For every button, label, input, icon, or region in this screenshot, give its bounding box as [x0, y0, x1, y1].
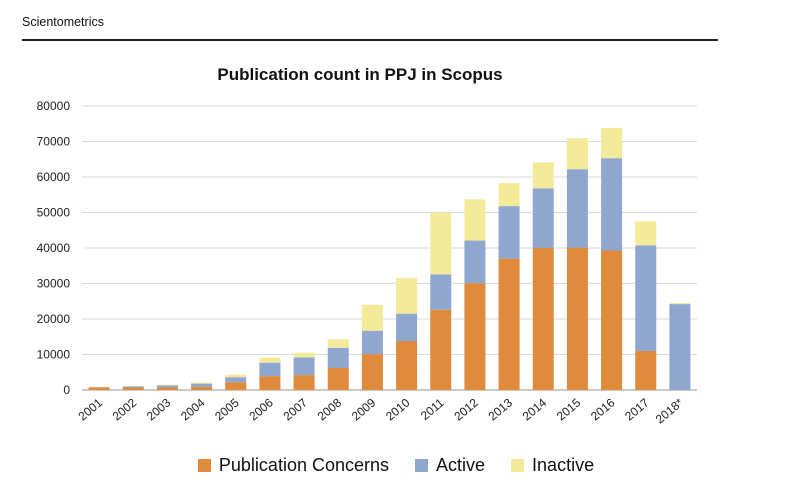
- bar-segment: [566, 169, 588, 248]
- bar-segment: [191, 383, 213, 387]
- y-tick-label: 70000: [37, 135, 71, 149]
- x-tick-label: 2010: [383, 395, 413, 423]
- bar-segment: [635, 245, 657, 351]
- bar-segment: [259, 357, 281, 363]
- stacked-bar-chart: Publication count in PPJ in Scopus 0 1000…: [37, 65, 697, 426]
- bar-segment: [532, 162, 554, 189]
- bar-segment: [259, 376, 281, 390]
- x-tick-label: 2016: [588, 395, 618, 423]
- legend-item-inactive: Inactive: [511, 455, 594, 476]
- bar-segment: [464, 240, 486, 284]
- y-tick-label: 50000: [37, 206, 71, 220]
- x-tick-label: 2014: [520, 395, 550, 423]
- legend-swatch-inactive: [511, 459, 525, 472]
- bar-segment: [430, 212, 452, 275]
- bar-segment: [225, 374, 247, 378]
- y-tick-label: 60000: [37, 170, 71, 184]
- grid-lines: [82, 105, 697, 391]
- y-tick-label: 30000: [37, 277, 71, 291]
- x-tick-label: 2001: [76, 395, 106, 423]
- y-tick-label: 80000: [37, 99, 71, 113]
- bar-segment: [361, 354, 383, 390]
- bar-segment: [532, 188, 554, 248]
- bar-segment: [122, 386, 144, 388]
- bar-segment: [464, 283, 486, 390]
- bar-segment: [361, 304, 383, 331]
- x-tick-label: 2012: [451, 395, 481, 423]
- legend: Publication Concerns Active Inactive: [0, 455, 792, 476]
- bar-segment: [327, 367, 349, 390]
- bar-segment: [293, 357, 315, 376]
- header-rule: [22, 39, 718, 41]
- bar-segment: [635, 221, 657, 246]
- bar-segment: [122, 387, 144, 390]
- bar-segment: [464, 199, 486, 241]
- bar-segment: [601, 128, 623, 159]
- x-tick-label: 2008: [315, 395, 345, 423]
- bar-segment: [498, 258, 520, 390]
- x-tick-label: 2009: [349, 395, 379, 423]
- bar-segment: [327, 347, 349, 368]
- bar-segment: [430, 274, 452, 310]
- x-tick-label: 2013: [486, 395, 516, 423]
- x-tick-label: 2003: [144, 395, 174, 423]
- bar-segment: [156, 385, 178, 388]
- x-tick-label: 2007: [281, 395, 311, 423]
- x-tick-label: 2018*: [653, 395, 686, 426]
- bar-segment: [327, 339, 349, 348]
- x-tick-label: 2004: [178, 395, 208, 423]
- journal-label: Scientometrics: [22, 15, 104, 29]
- x-tick-label: 2015: [554, 395, 584, 423]
- bar-segment: [566, 247, 588, 390]
- legend-label-active: Active: [436, 455, 486, 475]
- bar-segment: [396, 313, 418, 342]
- bar-segment: [191, 382, 213, 384]
- bar-segment: [601, 158, 623, 251]
- y-tick-label: 20000: [37, 312, 71, 326]
- bar-segment: [430, 309, 452, 390]
- bar-segment: [88, 387, 110, 390]
- x-tick-label: 2017: [622, 395, 652, 423]
- bars: [88, 128, 691, 390]
- bar-segment: [156, 387, 178, 390]
- bar-segment: [191, 386, 213, 390]
- bar-segment: [532, 248, 554, 390]
- legend-swatch-concerns: [197, 459, 211, 472]
- y-tick-label: 10000: [37, 348, 71, 362]
- bar-segment: [293, 352, 315, 358]
- bar-segment: [293, 375, 315, 390]
- bar-segment: [498, 183, 520, 207]
- legend-item-publication-concerns: Publication Concerns: [197, 455, 390, 476]
- y-tick-label: 40000: [37, 241, 71, 255]
- x-tick-label: 2005: [212, 395, 242, 423]
- x-tick-label: 2002: [110, 395, 140, 423]
- x-tick-label: 2006: [246, 395, 276, 423]
- x-tick-label: 2011: [418, 395, 447, 423]
- bar-segment: [498, 206, 520, 259]
- bar-segment: [225, 382, 247, 390]
- bar-segment: [396, 277, 418, 314]
- bar-segment: [259, 362, 281, 377]
- bar-segment: [361, 330, 383, 355]
- legend-label-inactive: Inactive: [532, 455, 595, 475]
- bar-segment: [635, 350, 657, 390]
- legend-label-concerns: Publication Concerns: [218, 455, 390, 475]
- bar-segment: [225, 377, 247, 383]
- bar-segment: [601, 250, 623, 390]
- y-tick-label: 0: [63, 383, 70, 397]
- bar-segment: [566, 138, 588, 170]
- bar-segment: [396, 341, 418, 390]
- axes: 0 10000 20000 30000 40000 50000 60000 70000 8000…: [37, 99, 686, 426]
- chart-title: Publication count in PPJ in Scopus: [217, 65, 502, 84]
- bar-segment: [156, 384, 178, 386]
- legend-item-active: Active: [415, 455, 485, 476]
- bar-segment: [669, 303, 691, 305]
- bar-segment: [669, 304, 691, 390]
- legend-swatch-active: [415, 459, 429, 472]
